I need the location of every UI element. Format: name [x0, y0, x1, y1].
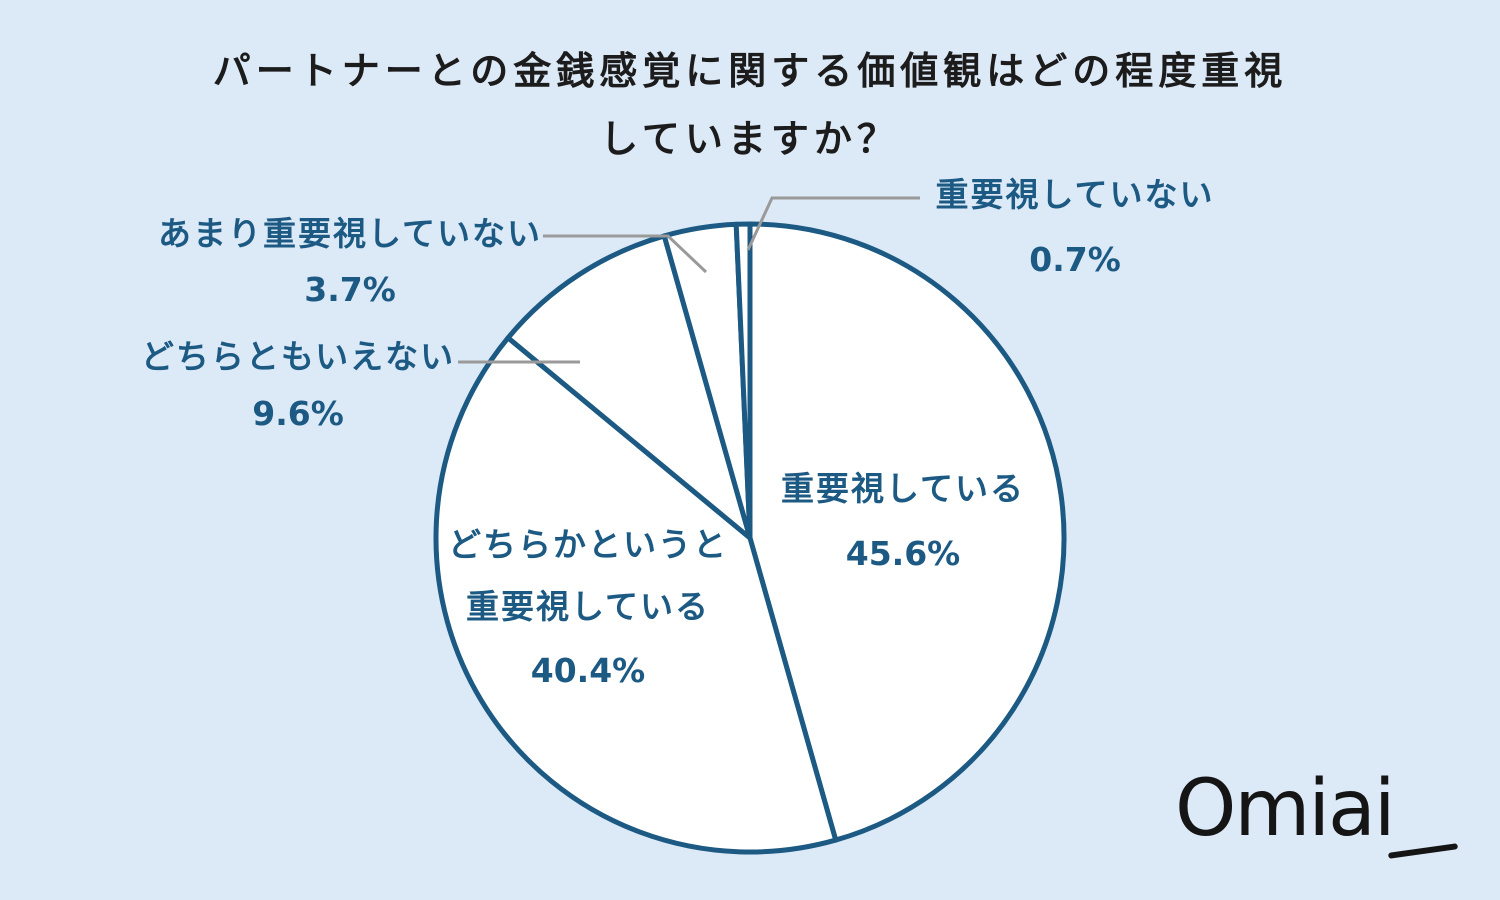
pie-slice-2: [505, 233, 753, 541]
pie-slice-0: [747, 221, 1067, 843]
slice-label-0-line-0: 重要視している: [781, 469, 1025, 508]
leader-line-3: [543, 234, 708, 274]
slice-value-label-3: 3.7%: [304, 270, 396, 309]
slice-value-label-1: 40.4%: [531, 651, 646, 690]
omiai-logo: Omiai: [1175, 764, 1396, 854]
pie-slice-1: [433, 335, 839, 855]
slice-label-4-line-0: 重要視していない: [935, 175, 1214, 214]
slice-value-label-2: 9.6%: [252, 394, 344, 433]
slice-label-3-line-0: あまり重要視していない: [158, 214, 542, 253]
slice-value-label-4: 0.7%: [1029, 240, 1121, 279]
slice-label-2-line-0: どちらともいえない: [141, 337, 455, 376]
slice-label-1-line-1: 重要視している: [466, 587, 710, 626]
pie-slice-4: [733, 221, 753, 541]
slice-label-1-line-0: どちらかというと: [448, 525, 728, 564]
leader-line-4: [746, 196, 920, 251]
chart-title-line-2: していますか？: [600, 117, 900, 161]
chart-title-line-1: パートナーとの金銭感覚に関する価値観はどの程度重視: [212, 49, 1288, 93]
slice-value-label-0: 45.6%: [846, 534, 961, 573]
